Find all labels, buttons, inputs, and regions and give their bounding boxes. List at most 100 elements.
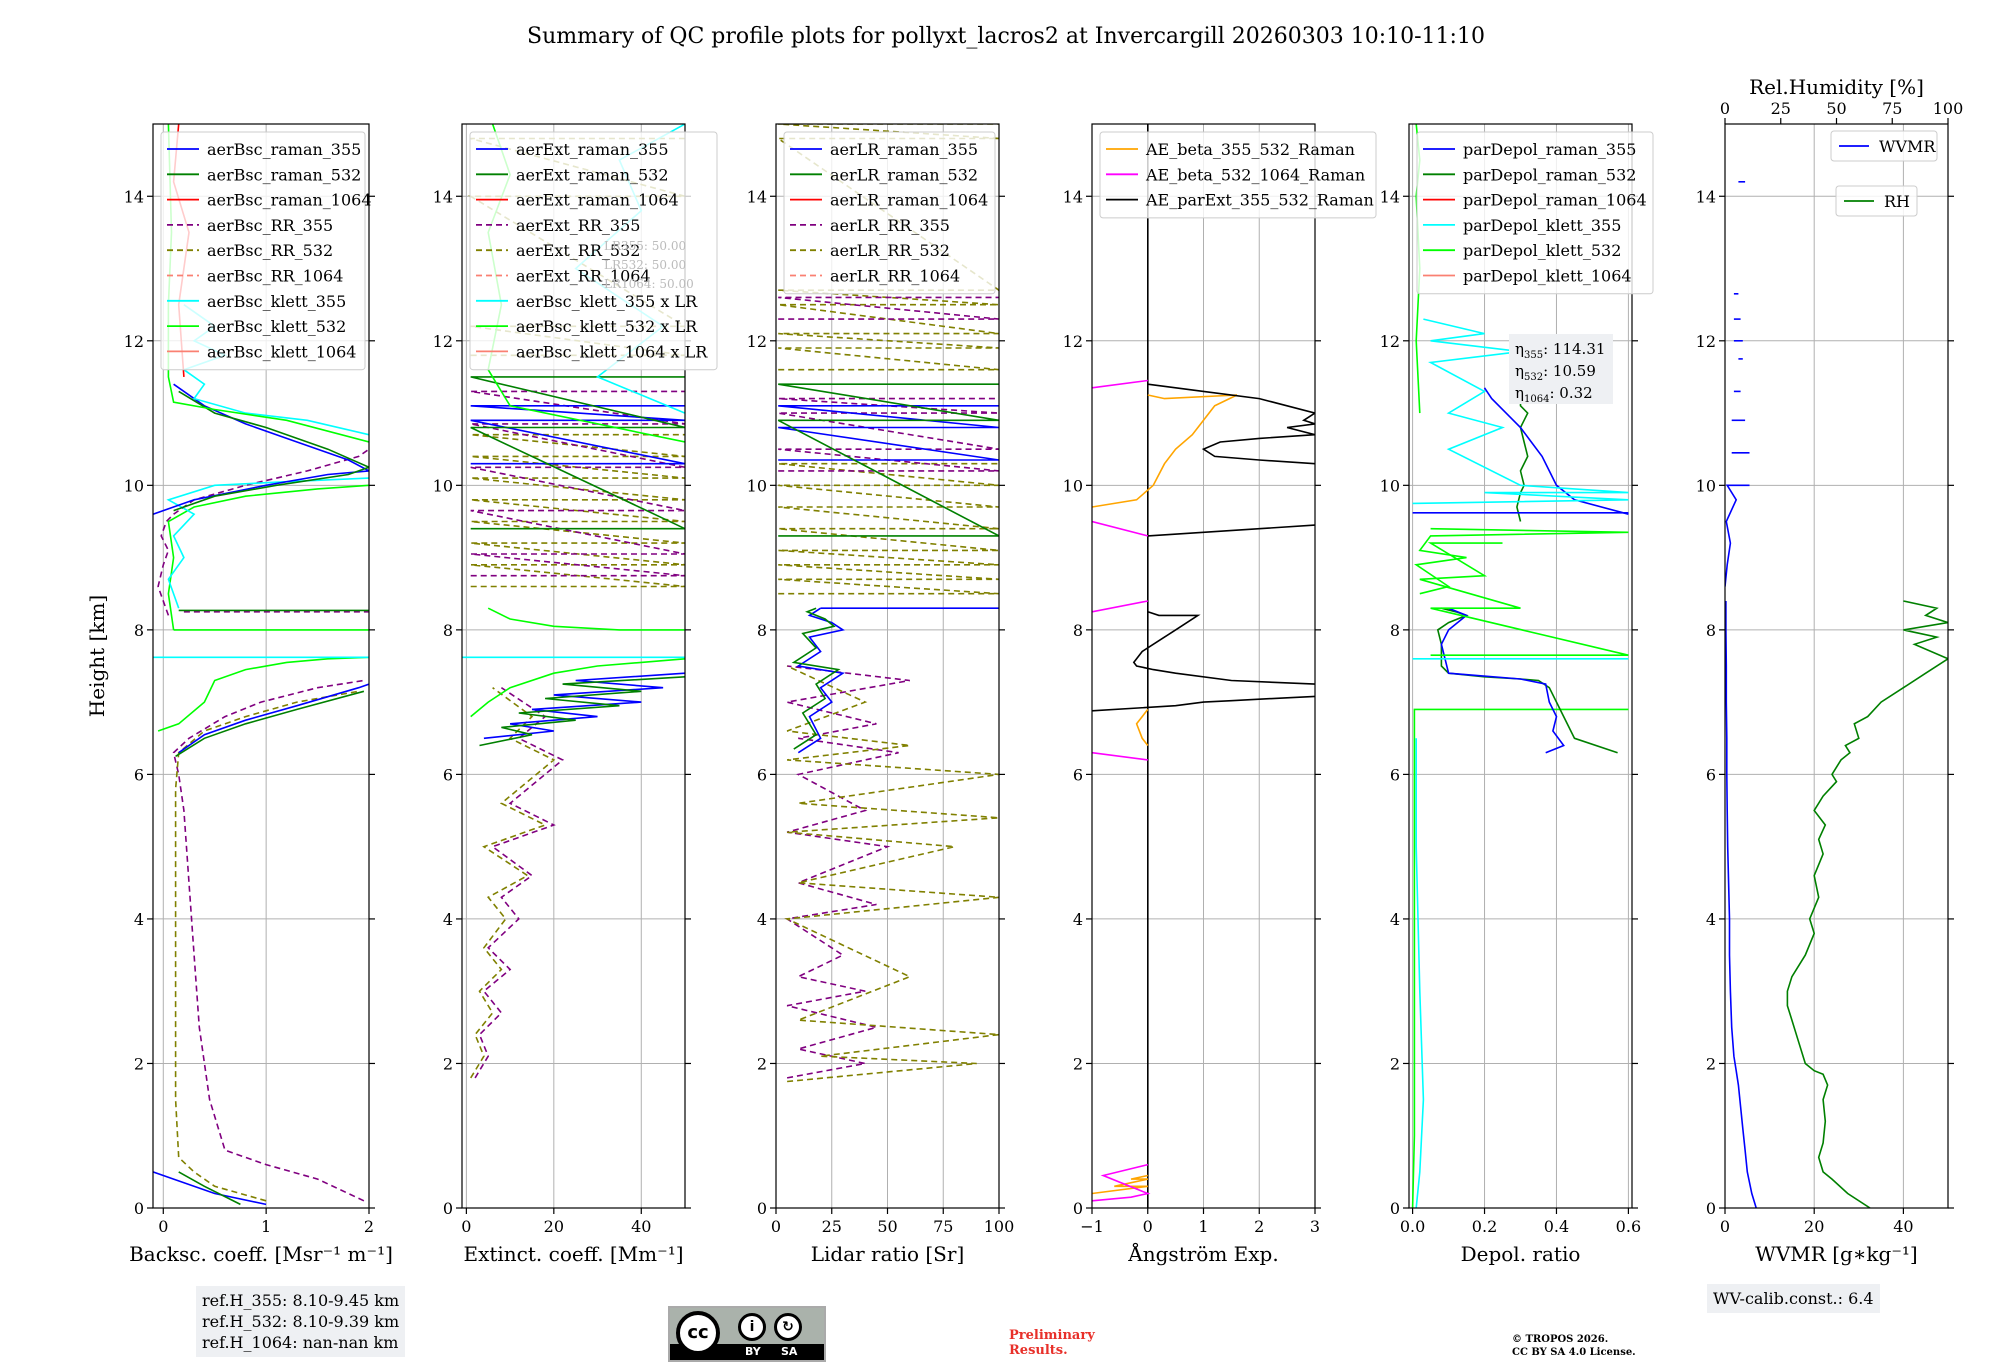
y-tick-label-depol-0: 0 xyxy=(1390,1199,1400,1218)
cc-icon: cc xyxy=(676,1311,720,1355)
y-tick-label-ext-2: 4 xyxy=(443,910,453,929)
y-axis-label: Height [km] xyxy=(85,595,109,717)
legend-label-ext-1: aerExt_raman_532 xyxy=(516,165,669,184)
y-tick-label-ext-5: 10 xyxy=(433,476,453,495)
y-tick-label-depol-4: 8 xyxy=(1390,621,1400,640)
series-aerLR_raman_532 xyxy=(791,607,841,750)
legend-label-ext-8: aerBsc_klett_1064 x LR xyxy=(516,342,708,361)
y-tick-label-wv-7: 14 xyxy=(1696,187,1716,206)
series-aerLR_dense_6 xyxy=(778,296,999,320)
series-aerExt_dense_2 xyxy=(470,390,685,577)
y-tick-label-wv-6: 12 xyxy=(1696,332,1716,351)
legend-depol: parDepol_raman_355 parDepol_raman_532 parD… xyxy=(1416,131,1654,295)
series-aerLR_dense_4 xyxy=(777,383,999,537)
series-aerBsc_raman_355 xyxy=(153,1171,267,1206)
eta-value-0: η355: 114.31 xyxy=(1515,340,1605,361)
series-AE_beta_355_532_Raman_low xyxy=(1092,1174,1148,1195)
top-tick-label-wv-0: 0 xyxy=(1720,99,1730,118)
series-AE_beta_532_1064_Raman_low xyxy=(1092,1163,1151,1202)
legend-label-bsc-2: aerBsc_raman_1064 xyxy=(207,191,372,210)
legend-label-depol-3: parDepol_klett_355 xyxy=(1463,216,1621,235)
legend-label-ext-3: aerExt_RR_355 xyxy=(516,216,640,235)
y-tick-label-ae-6: 12 xyxy=(1063,332,1083,351)
series-parDepol_raman_355 xyxy=(1440,607,1565,754)
y-tick-label-depol-5: 10 xyxy=(1380,476,1400,495)
legend-label-bsc-3: aerBsc_RR_355 xyxy=(207,216,333,235)
legend-label-ext-4: aerExt_RR_532 xyxy=(516,241,640,260)
x-tick-label-ae-3: 2 xyxy=(1254,1217,1264,1236)
eta-value-1: η532: 10.59 xyxy=(1515,362,1596,383)
series-aerBsc_raman_532_top xyxy=(173,390,369,512)
legend-label-bsc-0: aerBsc_raman_355 xyxy=(207,140,361,159)
legend-label-depol-2: parDepol_raman_1064 xyxy=(1463,191,1647,210)
series-aerExt_RR_532 xyxy=(470,687,556,1079)
cc-license-badge[interactable]: cc i ↻ BY SA xyxy=(668,1306,826,1362)
series-aerLR_dense_1 xyxy=(778,462,999,595)
series-AE_parExt_top xyxy=(1147,383,1315,465)
legend-label-ae-0: AE_beta_355_532_Raman xyxy=(1145,140,1355,159)
x-tick-label-lr-0: 0 xyxy=(771,1217,781,1236)
y-tick-label-depol-7: 14 xyxy=(1380,187,1400,206)
y-tick-label-lr-0: 0 xyxy=(757,1199,767,1218)
panel-ext: 0 20 40 0 2 4 6 8 10 12 14 Extinct. coeff. [Mm⁻¹] ae… xyxy=(433,123,718,1266)
series-AE_parExt_mid xyxy=(1092,695,1315,712)
copyright-note: © TROPOS 2026. CC BY SA 4.0 License. xyxy=(1512,1333,1636,1359)
series-aerExt_raman_532 xyxy=(479,676,685,747)
top-tick-label-wv-2: 50 xyxy=(1826,99,1846,118)
series-AE_beta_355_532_Raman_mid xyxy=(1135,708,1149,746)
y-tick-label-bsc-0: 0 xyxy=(134,1199,144,1218)
y-tick-label-ext-4: 8 xyxy=(443,621,453,640)
series-WVMR_top1 xyxy=(1725,484,1750,587)
preliminary-line-1: Preliminary xyxy=(1009,1328,1095,1343)
legend-box-wv-1 xyxy=(1835,185,1918,217)
x-tick-label-bsc-1: 1 xyxy=(261,1217,271,1236)
y-tick-label-ext-3: 6 xyxy=(443,765,453,784)
x-axis-label-wv: WVMR [g∗kg⁻¹] xyxy=(1755,1242,1917,1266)
series-aerBsc_raman_355_upper xyxy=(178,683,369,754)
legend-label-bsc-5: aerBsc_RR_1064 xyxy=(207,267,343,286)
y-tick-label-ae-5: 10 xyxy=(1063,476,1083,495)
y-tick-label-ae-4: 8 xyxy=(1073,621,1083,640)
legend-label-bsc-6: aerBsc_klett_355 xyxy=(207,292,346,311)
y-tick-label-bsc-3: 6 xyxy=(134,765,144,784)
legend-label-lr-4: aerLR_RR_532 xyxy=(830,241,950,260)
x-tick-label-wv-2: 40 xyxy=(1893,1217,1913,1236)
series-aerExt_klett_532 xyxy=(470,658,685,718)
series-aerBsc_raman_355_top xyxy=(153,383,369,515)
cc-by-label: BY xyxy=(745,1345,761,1358)
y-tick-label-depol-1: 2 xyxy=(1390,1054,1400,1073)
y-tick-label-wv-1: 2 xyxy=(1706,1054,1716,1073)
axes-frame-bsc xyxy=(152,123,370,1209)
panel-lr: 0 25 50 75 100 0 2 4 6 8 10 12 14 Lidar ratio [Sr] aer… xyxy=(747,123,1014,1266)
top-tick-label-wv-4: 100 xyxy=(1933,99,1964,118)
y-tick-label-depol-3: 6 xyxy=(1390,765,1400,784)
x-tick-label-wv-1: 20 xyxy=(1804,1217,1824,1236)
legend-bsc: aerBsc_raman_355 aerBsc_raman_532 aerBsc_r… xyxy=(160,131,372,371)
ref-height-355: ref.H_355: 8.10-9.45 km xyxy=(202,1291,400,1310)
legend-label-lr-1: aerLR_raman_532 xyxy=(830,165,978,184)
series-aerBsc_klett_355_mid xyxy=(166,477,369,609)
ref-height-532: ref.H_532: 8.10-9.39 km xyxy=(202,1312,400,1331)
y-tick-label-bsc-1: 2 xyxy=(134,1054,144,1073)
series-AE_beta_532_1064_Raman_t xyxy=(1092,379,1148,389)
legend-label-wv-1: RH xyxy=(1884,192,1910,211)
series-WVMR xyxy=(1725,601,1757,1208)
y-tick-label-wv-0: 0 xyxy=(1706,1199,1716,1218)
series-aerBsc_klett_532_low xyxy=(157,656,369,732)
cc-sa-label: SA xyxy=(781,1345,798,1358)
series-AE_parExt_cloud xyxy=(1132,611,1315,685)
copyright-line-2: CC BY SA 4.0 License. xyxy=(1512,1347,1636,1358)
series-parDepol_klett_532_cloud xyxy=(1419,542,1629,657)
top-axis-label-wv: Rel.Humidity [%] xyxy=(1749,75,1924,99)
eta-value-2: η1064: 0.32 xyxy=(1515,384,1593,405)
top-tick-label-wv-1: 25 xyxy=(1771,99,1791,118)
legend-label-bsc-1: aerBsc_raman_532 xyxy=(207,165,361,184)
x-tick-label-bsc-0: 0 xyxy=(158,1217,168,1236)
y-tick-label-lr-7: 14 xyxy=(747,187,767,206)
series-parDepol_klett_532 xyxy=(1411,708,1629,1208)
y-tick-label-bsc-2: 4 xyxy=(134,910,144,929)
y-tick-label-depol-6: 12 xyxy=(1380,332,1400,351)
series-aerBsc_raman_532_upper xyxy=(175,690,365,757)
